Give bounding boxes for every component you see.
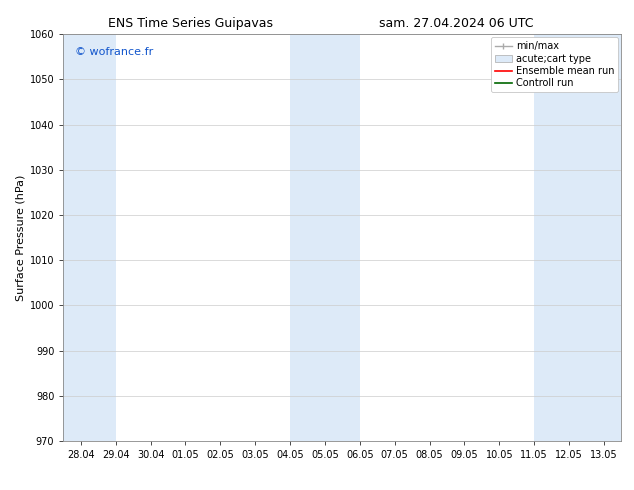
Text: sam. 27.04.2024 06 UTC: sam. 27.04.2024 06 UTC xyxy=(379,17,534,30)
Text: ENS Time Series Guipavas: ENS Time Series Guipavas xyxy=(108,17,273,30)
Bar xyxy=(290,34,359,441)
Text: © wofrance.fr: © wofrance.fr xyxy=(75,47,153,56)
Legend: min/max, acute;cart type, Ensemble mean run, Controll run: min/max, acute;cart type, Ensemble mean … xyxy=(491,37,618,92)
Y-axis label: Surface Pressure (hPa): Surface Pressure (hPa) xyxy=(16,174,25,301)
Bar xyxy=(534,34,621,441)
Bar xyxy=(63,34,115,441)
